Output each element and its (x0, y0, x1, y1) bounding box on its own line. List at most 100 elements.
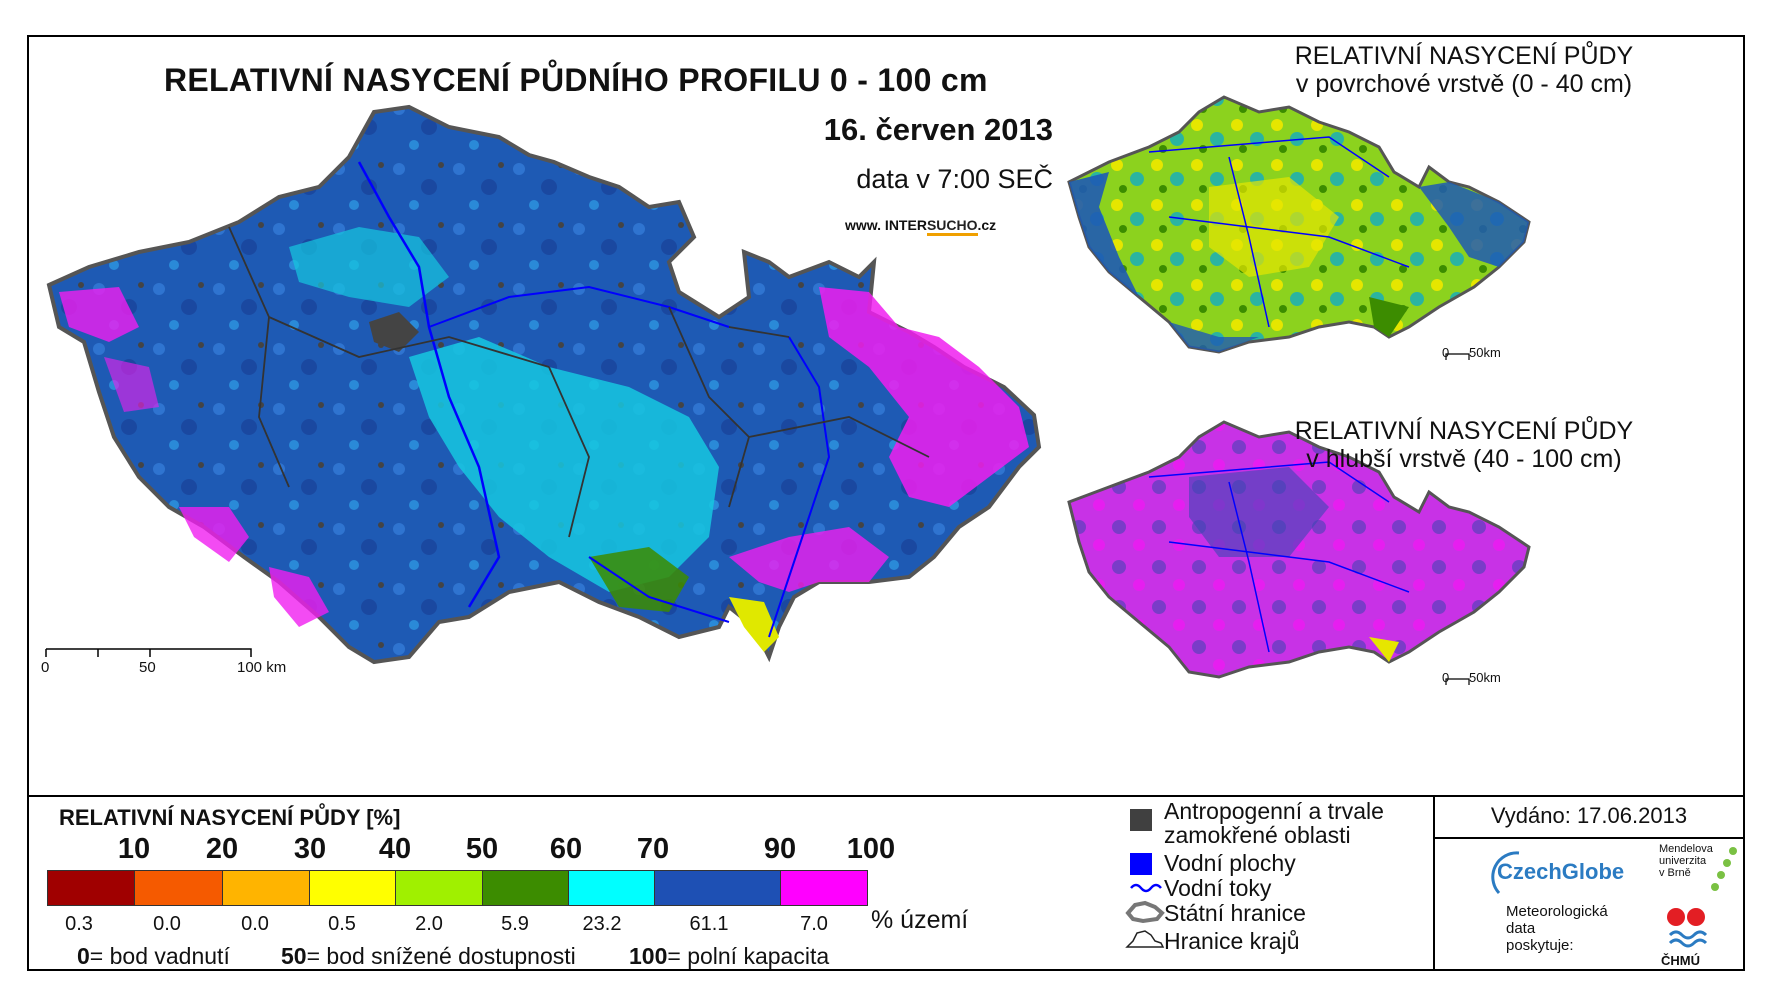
legend-swatch-9 (781, 871, 867, 905)
main-scale-50: 50 (139, 659, 156, 676)
legend-tick-90: 90 (763, 833, 797, 865)
legend-unit: % území (871, 906, 969, 934)
legend-swatch-8 (655, 871, 781, 905)
legend-tick-30: 30 (293, 833, 327, 865)
water-area-label: Vodní plochy (1164, 850, 1296, 876)
website-accent: SUCHO (926, 217, 978, 236)
mendel-line1: Mendelova (1659, 843, 1713, 855)
legend-swatch-7 (569, 871, 655, 905)
explain-100-text: = polní kapacita (667, 943, 830, 969)
mendel-logo: Mendelova univerzita v Brně (1659, 843, 1713, 879)
chmu-text: ČHMÚ (1661, 953, 1700, 968)
explain-50-text: = bod snížené dostupnosti (306, 943, 576, 969)
legend-area: RELATIVNÍ NASYCENÍ PŮDY [%] 10 20 30 40 … (29, 795, 1743, 969)
legend-tick-70: 70 (636, 833, 670, 865)
meteo-line1: Meteorologická (1506, 903, 1608, 920)
legend-tick-40: 40 (378, 833, 412, 865)
main-magenta-west (59, 287, 139, 342)
main-magenta-south (729, 527, 889, 592)
deep-map-title: RELATIVNÍ NASYCENÍ PŮDY v hlubší vrstvě … (1229, 417, 1699, 473)
region-border-label: Hranice krajů (1164, 928, 1300, 954)
website-prefix: www. INTER (845, 217, 927, 233)
deep-rivers (1148, 461, 1410, 653)
chmu-logo-icon (1667, 908, 1708, 948)
czechglobe-text: CzechGlobe (1497, 859, 1625, 884)
main-region-borders (228, 226, 930, 538)
website-suffix: .cz (977, 217, 997, 233)
main-magenta-s (269, 567, 329, 627)
legend-title: RELATIVNÍ NASYCENÍ PŮDY [%] (59, 805, 401, 830)
anthro-label: Antropogenní a trvale zamokřené oblasti (1164, 799, 1384, 847)
main-magenta-w2 (104, 357, 159, 412)
main-map (45, 104, 1042, 665)
meteo-line2: data (1506, 920, 1536, 937)
main-river-morava (768, 336, 831, 638)
legend-share-9: 7.0 (800, 913, 828, 935)
main-prague-area (369, 312, 419, 352)
surface-blue-south (1169, 322, 1259, 352)
mendel-dots-icon (1711, 847, 1737, 891)
main-yellow-zone (729, 597, 779, 652)
legend-share-7: 23.2 (582, 913, 622, 935)
surface-blue-east (1419, 182, 1529, 267)
main-scale-100: 100 km (237, 659, 287, 676)
main-river-dyje (588, 556, 730, 623)
legend-swatch-1 (48, 871, 135, 905)
main-cyan-zone-north (289, 227, 449, 307)
explain-0-num: 0 (77, 943, 90, 969)
region-border-symbol (1125, 930, 1165, 948)
anthro-symbol (1130, 809, 1152, 831)
main-river-vltava (357, 161, 501, 608)
credits-divider-horizontal (1433, 837, 1743, 839)
deep-country-shape (1067, 420, 1531, 679)
main-magenta-sw (179, 507, 249, 562)
deep-scale-bar (1445, 678, 1470, 685)
legend-tick-20: 20 (205, 833, 239, 865)
anthro-label-line1: Antropogenní a trvale (1164, 798, 1384, 824)
anthro-label-line2: zamokřené oblasti (1164, 822, 1351, 848)
explain-100-num: 100 (629, 943, 668, 969)
mendel-line3: v Brně (1659, 867, 1691, 879)
legend-color-bar (47, 870, 868, 906)
main-time: data v 7:00 SEČ (856, 164, 1053, 194)
surface-blue-west (1069, 172, 1139, 297)
issued-date: Vydáno: 17.06.2013 (1490, 803, 1688, 828)
legend-swatch-4 (310, 871, 396, 905)
surface-scale-bar (1445, 353, 1470, 360)
surface-rivers (1148, 136, 1410, 328)
surface-scale-0: 0 (1442, 345, 1450, 360)
legend-tick-50: 50 (465, 833, 499, 865)
explain-0-text: = bod vadnutí (89, 943, 230, 969)
czechglobe-arc-icon (1491, 851, 1520, 895)
meteo-credit: Meteorologická data poskytuje: (1506, 903, 1608, 954)
main-cyan-zone (409, 337, 719, 592)
surface-scale-50: 50km (1469, 345, 1501, 360)
deep-map (1067, 420, 1531, 685)
legend-swatch-5 (396, 871, 483, 905)
main-title: RELATIVNÍ NASYCENÍ PŮDNÍHO PROFILU 0 - 1… (164, 62, 988, 98)
deep-scale-50: 50km (1469, 670, 1501, 685)
surface-yellow-center (1209, 177, 1339, 277)
website-link[interactable]: www. INTERSUCHO.cz (845, 217, 997, 236)
main-scale-0: 0 (41, 659, 50, 676)
deep-scale-0: 0 (1442, 670, 1450, 685)
deep-title-line2: v hlubší vrstvě (40 - 100 cm) (1306, 445, 1622, 473)
surface-green-south (1369, 297, 1409, 337)
deep-title-line1: RELATIVNÍ NASYCENÍ PŮDY (1294, 417, 1634, 445)
mendel-line2: univerzita (1659, 855, 1707, 867)
deep-blue-center (1189, 467, 1329, 557)
czechglobe-logo: CzechGlobe (1479, 849, 1659, 902)
legend-swatch-3 (223, 871, 310, 905)
legend-share-2: 0.0 (153, 913, 181, 935)
legend-share-5: 2.0 (415, 913, 443, 935)
state-border-label: Státní hranice (1164, 900, 1306, 926)
legend-tick-100: 100 (846, 833, 896, 865)
map-area: RELATIVNÍ NASYCENÍ PŮDNÍHO PROFILU 0 - 1… (29, 37, 1743, 797)
credits-divider-vertical (1433, 795, 1435, 969)
main-magenta-east (819, 287, 1029, 507)
water-area-symbol (1130, 853, 1152, 875)
main-river-labe (428, 285, 730, 328)
legend-share-3: 0.0 (241, 913, 269, 935)
river-label: Vodní toky (1164, 875, 1272, 901)
river-symbol (1130, 883, 1162, 893)
